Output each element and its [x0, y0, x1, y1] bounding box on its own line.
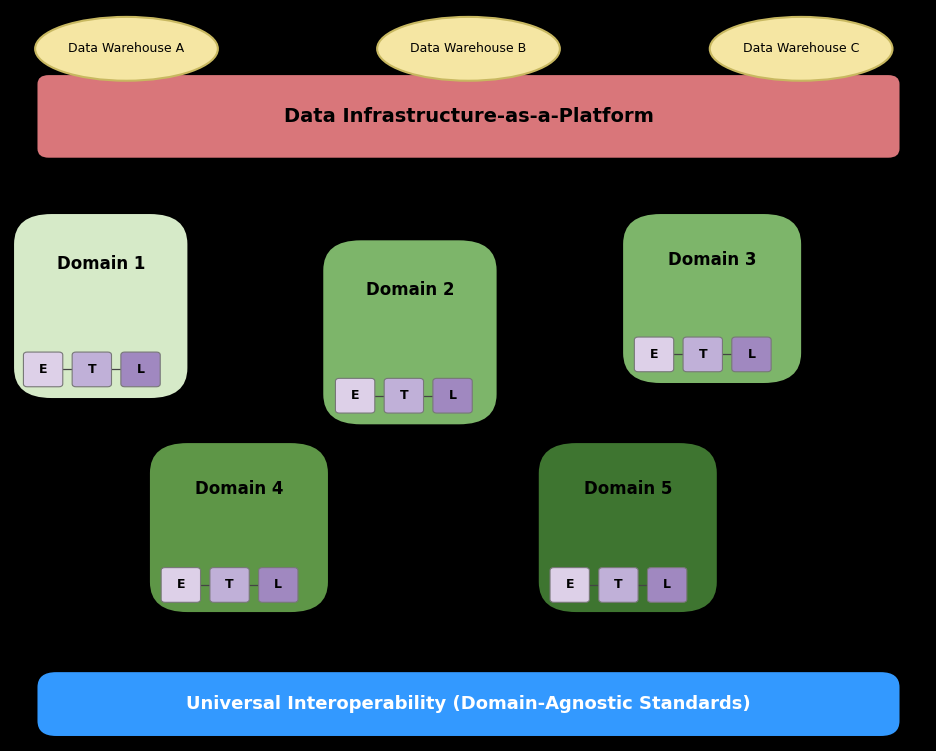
- FancyBboxPatch shape: [37, 75, 899, 158]
- Text: Data Warehouse A: Data Warehouse A: [68, 42, 184, 56]
- Text: L: L: [663, 578, 670, 592]
- FancyBboxPatch shape: [210, 568, 249, 602]
- FancyBboxPatch shape: [14, 214, 187, 398]
- Text: Domain 4: Domain 4: [195, 480, 283, 498]
- Text: T: T: [225, 578, 234, 592]
- Text: Data Warehouse B: Data Warehouse B: [410, 42, 526, 56]
- FancyBboxPatch shape: [549, 568, 589, 602]
- Text: L: L: [137, 363, 144, 376]
- FancyBboxPatch shape: [538, 443, 716, 612]
- Text: E: E: [649, 348, 658, 361]
- Text: T: T: [613, 578, 622, 592]
- FancyBboxPatch shape: [72, 352, 111, 387]
- Text: E: E: [564, 578, 574, 592]
- FancyBboxPatch shape: [384, 379, 423, 413]
- Text: E: E: [38, 363, 48, 376]
- FancyBboxPatch shape: [622, 214, 800, 383]
- FancyBboxPatch shape: [731, 337, 770, 372]
- FancyBboxPatch shape: [323, 240, 496, 424]
- FancyBboxPatch shape: [37, 672, 899, 736]
- FancyBboxPatch shape: [150, 443, 328, 612]
- Text: L: L: [448, 389, 456, 403]
- Text: Universal Interoperability (Domain-Agnostic Standards): Universal Interoperability (Domain-Agnos…: [186, 695, 750, 713]
- FancyBboxPatch shape: [161, 568, 200, 602]
- Text: Domain 2: Domain 2: [365, 281, 454, 299]
- FancyBboxPatch shape: [258, 568, 298, 602]
- Text: T: T: [87, 363, 96, 376]
- Text: Domain 3: Domain 3: [667, 251, 755, 269]
- Ellipse shape: [709, 17, 891, 80]
- FancyBboxPatch shape: [23, 352, 63, 387]
- FancyBboxPatch shape: [121, 352, 160, 387]
- FancyBboxPatch shape: [432, 379, 472, 413]
- Text: L: L: [274, 578, 282, 592]
- Text: L: L: [747, 348, 754, 361]
- Text: Domain 5: Domain 5: [583, 480, 671, 498]
- FancyBboxPatch shape: [598, 568, 637, 602]
- FancyBboxPatch shape: [647, 568, 686, 602]
- Text: Domain 1: Domain 1: [56, 255, 145, 273]
- FancyBboxPatch shape: [634, 337, 673, 372]
- Text: T: T: [399, 389, 408, 403]
- Ellipse shape: [36, 17, 217, 80]
- Text: Data Infrastructure-as-a-Platform: Data Infrastructure-as-a-Platform: [284, 107, 652, 126]
- Text: E: E: [350, 389, 359, 403]
- Text: Data Warehouse C: Data Warehouse C: [742, 42, 858, 56]
- Text: E: E: [176, 578, 185, 592]
- FancyBboxPatch shape: [682, 337, 722, 372]
- Ellipse shape: [376, 17, 560, 80]
- FancyBboxPatch shape: [335, 379, 374, 413]
- Text: T: T: [697, 348, 707, 361]
